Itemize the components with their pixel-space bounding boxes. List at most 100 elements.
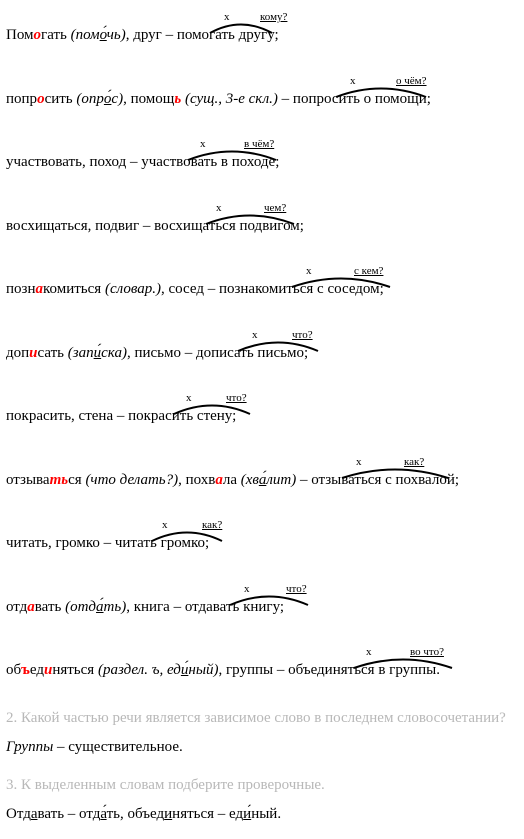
text-fragment: ть, объед bbox=[107, 806, 165, 822]
exercise-line: xво что?объединяться (раздел. ъ, еди́ный… bbox=[6, 645, 518, 681]
text-fragment: (отд bbox=[65, 599, 96, 615]
exercise-line: xо чём?попросить (опро́с), помощь (сущ.,… bbox=[6, 74, 518, 110]
exercise-line: xчто?отдавать (отда́ть), книга – отдават… bbox=[6, 582, 518, 618]
text-fragment: (зап bbox=[68, 345, 94, 361]
text-fragment: , помощ bbox=[123, 91, 174, 107]
annotation-row: xчто? bbox=[6, 391, 518, 407]
text-fragment: (сущ., 3-е скл.) bbox=[185, 91, 278, 107]
annotation-row: xс кем? bbox=[6, 264, 518, 280]
text-fragment: покрасить, стена – покрасить стену; bbox=[6, 408, 236, 424]
text-fragment: и bbox=[164, 806, 172, 822]
text-line: Помогать (помо́чь), друг – помогать друг… bbox=[6, 26, 518, 46]
text-fragment: ся bbox=[68, 472, 85, 488]
annotation-row: xкак? bbox=[6, 455, 518, 471]
text-fragment: вать bbox=[35, 599, 65, 615]
annotation-row: xчто? bbox=[6, 582, 518, 598]
text-fragment: а bbox=[31, 806, 38, 822]
text-fragment: с) bbox=[111, 91, 123, 107]
text-fragment: , письмо – дописать письмо; bbox=[127, 345, 308, 361]
exercise-line: xчто?дописать (запи́ска), письмо – допис… bbox=[6, 328, 518, 364]
text-fragment: позн bbox=[6, 281, 35, 297]
text-line: отзываться (что делать?), похвала (хва́л… bbox=[6, 471, 518, 491]
text-fragment: восхищаться, подвиг – восхищаться подвиг… bbox=[6, 218, 304, 234]
annotation-row: xкак? bbox=[6, 518, 518, 534]
text-fragment: отзыва bbox=[6, 472, 50, 488]
text-fragment: сить bbox=[45, 91, 77, 107]
text-fragment: а bbox=[27, 599, 35, 615]
text-fragment: гать bbox=[41, 27, 71, 43]
text-fragment: о bbox=[37, 91, 45, 107]
text-fragment: и́ bbox=[181, 662, 189, 678]
text-fragment: и́ bbox=[243, 806, 251, 822]
text-fragment: ъ bbox=[21, 662, 30, 678]
annotation-row: xв чём? bbox=[6, 137, 518, 153]
text-fragment: Пом bbox=[6, 27, 34, 43]
text-line: дописать (запи́ска), письмо – дописать п… bbox=[6, 344, 518, 364]
text-fragment: и bbox=[44, 662, 52, 678]
text-fragment: няться – ед bbox=[172, 806, 243, 822]
text-fragment: вать – отд bbox=[38, 806, 101, 822]
text-fragment: а bbox=[215, 472, 223, 488]
exercise-line: xкому?Помогать (помо́чь), друг – помогат… bbox=[6, 10, 518, 46]
text-fragment: , сосед – познакомиться с соседом; bbox=[161, 281, 384, 297]
text-fragment: отд bbox=[6, 599, 27, 615]
text-fragment: о bbox=[34, 27, 42, 43]
text-line: читать, громко – читать громко; bbox=[6, 534, 518, 554]
text-fragment: читать, громко – читать громко; bbox=[6, 535, 209, 551]
text-fragment: , группы – объединяться в группы. bbox=[218, 662, 440, 678]
text-fragment: ный) bbox=[188, 662, 218, 678]
text-line: восхищаться, подвиг – восхищаться подвиг… bbox=[6, 217, 518, 237]
text-fragment: – попросить о помощи; bbox=[278, 91, 431, 107]
text-line: покрасить, стена – покрасить стену; bbox=[6, 407, 518, 427]
text-fragment: попр bbox=[6, 91, 37, 107]
text-fragment: (что делать?) bbox=[85, 472, 178, 488]
text-fragment: – отзываться с похвалой; bbox=[296, 472, 459, 488]
text-fragment: (словар.) bbox=[105, 281, 161, 297]
text-fragment: (хв bbox=[241, 472, 259, 488]
annotation-row: xво что? bbox=[6, 645, 518, 661]
text-line: попросить (опро́с), помощь (сущ., 3-е ск… bbox=[6, 90, 518, 110]
annotation-row: xчем? bbox=[6, 201, 518, 217]
exercise-line: xчто?покрасить, стена – покрасить стену; bbox=[6, 391, 518, 427]
text-fragment: и bbox=[29, 345, 37, 361]
text-fragment: (пом bbox=[71, 27, 100, 43]
exercise-line: xкак?читать, громко – читать громко; bbox=[6, 518, 518, 554]
annotation-row: xкому? bbox=[6, 10, 518, 26]
text-fragment: няться bbox=[52, 662, 98, 678]
text-fragment: (раздел. ъ, ед bbox=[98, 662, 181, 678]
text-fragment: лит) bbox=[266, 472, 296, 488]
exercise-line: xс кем?познакомиться (словар.), сосед – … bbox=[6, 264, 518, 300]
text-fragment: ска) bbox=[101, 345, 127, 361]
text-fragment: – существительное. bbox=[53, 739, 183, 755]
text-line: участвовать, поход – участвовать в поход… bbox=[6, 153, 518, 173]
text-fragment: , книга – отдавать книгу; bbox=[126, 599, 284, 615]
exercise-line: xкак?отзываться (что делать?), похвала (… bbox=[6, 455, 518, 491]
text-fragment: ть) bbox=[104, 599, 127, 615]
text-fragment: а bbox=[35, 281, 43, 297]
text-fragment: ный. bbox=[251, 806, 281, 822]
text-fragment: ла bbox=[223, 472, 241, 488]
text-fragment: чь) bbox=[107, 27, 126, 43]
text-fragment: Группы bbox=[6, 739, 53, 755]
text-fragment: ед bbox=[30, 662, 44, 678]
text-fragment: Отд bbox=[6, 806, 31, 822]
text-fragment: , похв bbox=[178, 472, 215, 488]
text-fragment: , друг – помогать другу; bbox=[126, 27, 279, 43]
text-fragment: (опр bbox=[76, 91, 104, 107]
text-fragment: участвовать, поход – участвовать в поход… bbox=[6, 154, 279, 170]
text-fragment: комиться bbox=[43, 281, 105, 297]
text-fragment: доп bbox=[6, 345, 29, 361]
text-fragment: ть bbox=[50, 472, 69, 488]
annotation-row: xо чём? bbox=[6, 74, 518, 90]
question-3: 3. К выделенным словам подберите проверо… bbox=[6, 776, 518, 796]
exercise-line: xв чём?участвовать, поход – участвовать … bbox=[6, 137, 518, 173]
answer-3: Отдавать – отда́ть, объединяться – еди́н… bbox=[6, 805, 518, 825]
text-line: познакомиться (словар.), сосед – познако… bbox=[6, 280, 518, 300]
text-fragment: сать bbox=[38, 345, 68, 361]
answer-2: Группы – существительное. bbox=[6, 738, 518, 758]
annotation-row: xчто? bbox=[6, 328, 518, 344]
text-fragment: об bbox=[6, 662, 21, 678]
text-fragment: а́ bbox=[96, 599, 104, 615]
question-2: 2. Какой частью речи является зависимое … bbox=[6, 709, 518, 729]
text-line: объединяться (раздел. ъ, еди́ный), групп… bbox=[6, 661, 518, 681]
